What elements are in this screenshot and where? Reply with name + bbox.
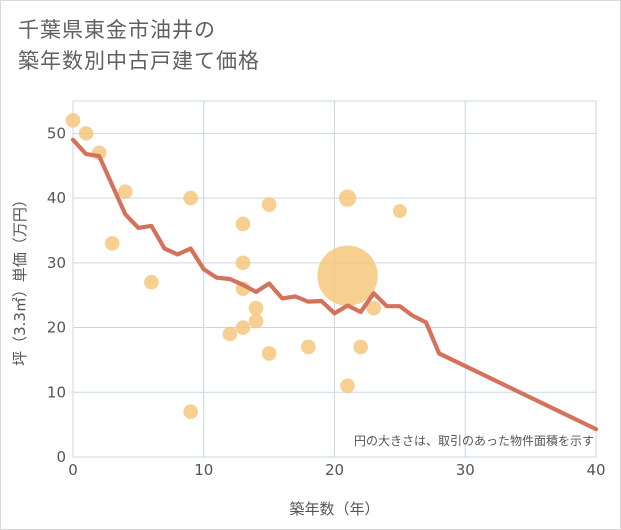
- y-tick-label: 0: [56, 448, 66, 466]
- y-tick-label: 50: [47, 124, 66, 142]
- bubble-point: [338, 189, 357, 207]
- bubble-size-note: 円の大きさは、取引のあった物件面積を示す: [354, 433, 594, 448]
- x-axis-label: 築年数（年）: [289, 500, 379, 518]
- x-tick-label: 0: [68, 461, 78, 479]
- chart-title-line-2: 築年数別中古戸建て価格: [18, 49, 260, 73]
- y-axis-label: 坪（3.3㎡）単価（万円）: [11, 192, 29, 366]
- y-tick-label: 40: [47, 189, 66, 207]
- average-line-series: [70, 137, 599, 432]
- bubble-point: [183, 404, 198, 419]
- bubble-point: [248, 313, 264, 329]
- bubble-point: [261, 346, 277, 361]
- bubble-point: [340, 378, 355, 394]
- bubble-point: [183, 190, 198, 206]
- x-tick-label: 30: [456, 461, 475, 479]
- annotation-layer: 円の大きさは、取引のあった物件面積を示す: [354, 433, 594, 448]
- bubble-point: [353, 339, 368, 355]
- bubble-point: [144, 274, 159, 290]
- chart-title: 千葉県東金市油井の 築年数別中古戸建て価格: [18, 15, 260, 77]
- bubble-point: [301, 339, 316, 355]
- bubble-point: [104, 236, 120, 251]
- bubble-point: [248, 300, 264, 316]
- bubble-point: [235, 255, 251, 271]
- average-price-line: [70, 137, 599, 432]
- bubble-point: [317, 245, 378, 306]
- chart-title-line-1: 千葉県東金市油井の: [18, 18, 216, 42]
- y-tick-label: 10: [47, 383, 66, 401]
- bubble-series: [65, 113, 407, 419]
- bubble-point: [235, 216, 251, 232]
- y-tick-label: 30: [47, 254, 66, 272]
- bubble-point: [222, 326, 238, 342]
- y-tick-label: 20: [47, 319, 66, 337]
- bubble-point: [78, 126, 94, 141]
- bubble-point: [118, 184, 133, 199]
- x-tick-label: 40: [586, 461, 605, 479]
- bubble-point: [366, 300, 382, 316]
- bubble-point: [65, 113, 81, 128]
- plot-border: [72, 100, 597, 458]
- x-tick-label: 10: [194, 461, 213, 479]
- bubble-point: [261, 197, 277, 212]
- x-tick-label: 20: [325, 461, 344, 479]
- axis-labels: 0 10 20 30 40 0 10 20 30 40 50 築年数（年） 坪（3.3㎡）単価（万円）: [11, 124, 606, 518]
- bubble-point: [392, 204, 407, 218]
- bubble-point: [235, 320, 251, 335]
